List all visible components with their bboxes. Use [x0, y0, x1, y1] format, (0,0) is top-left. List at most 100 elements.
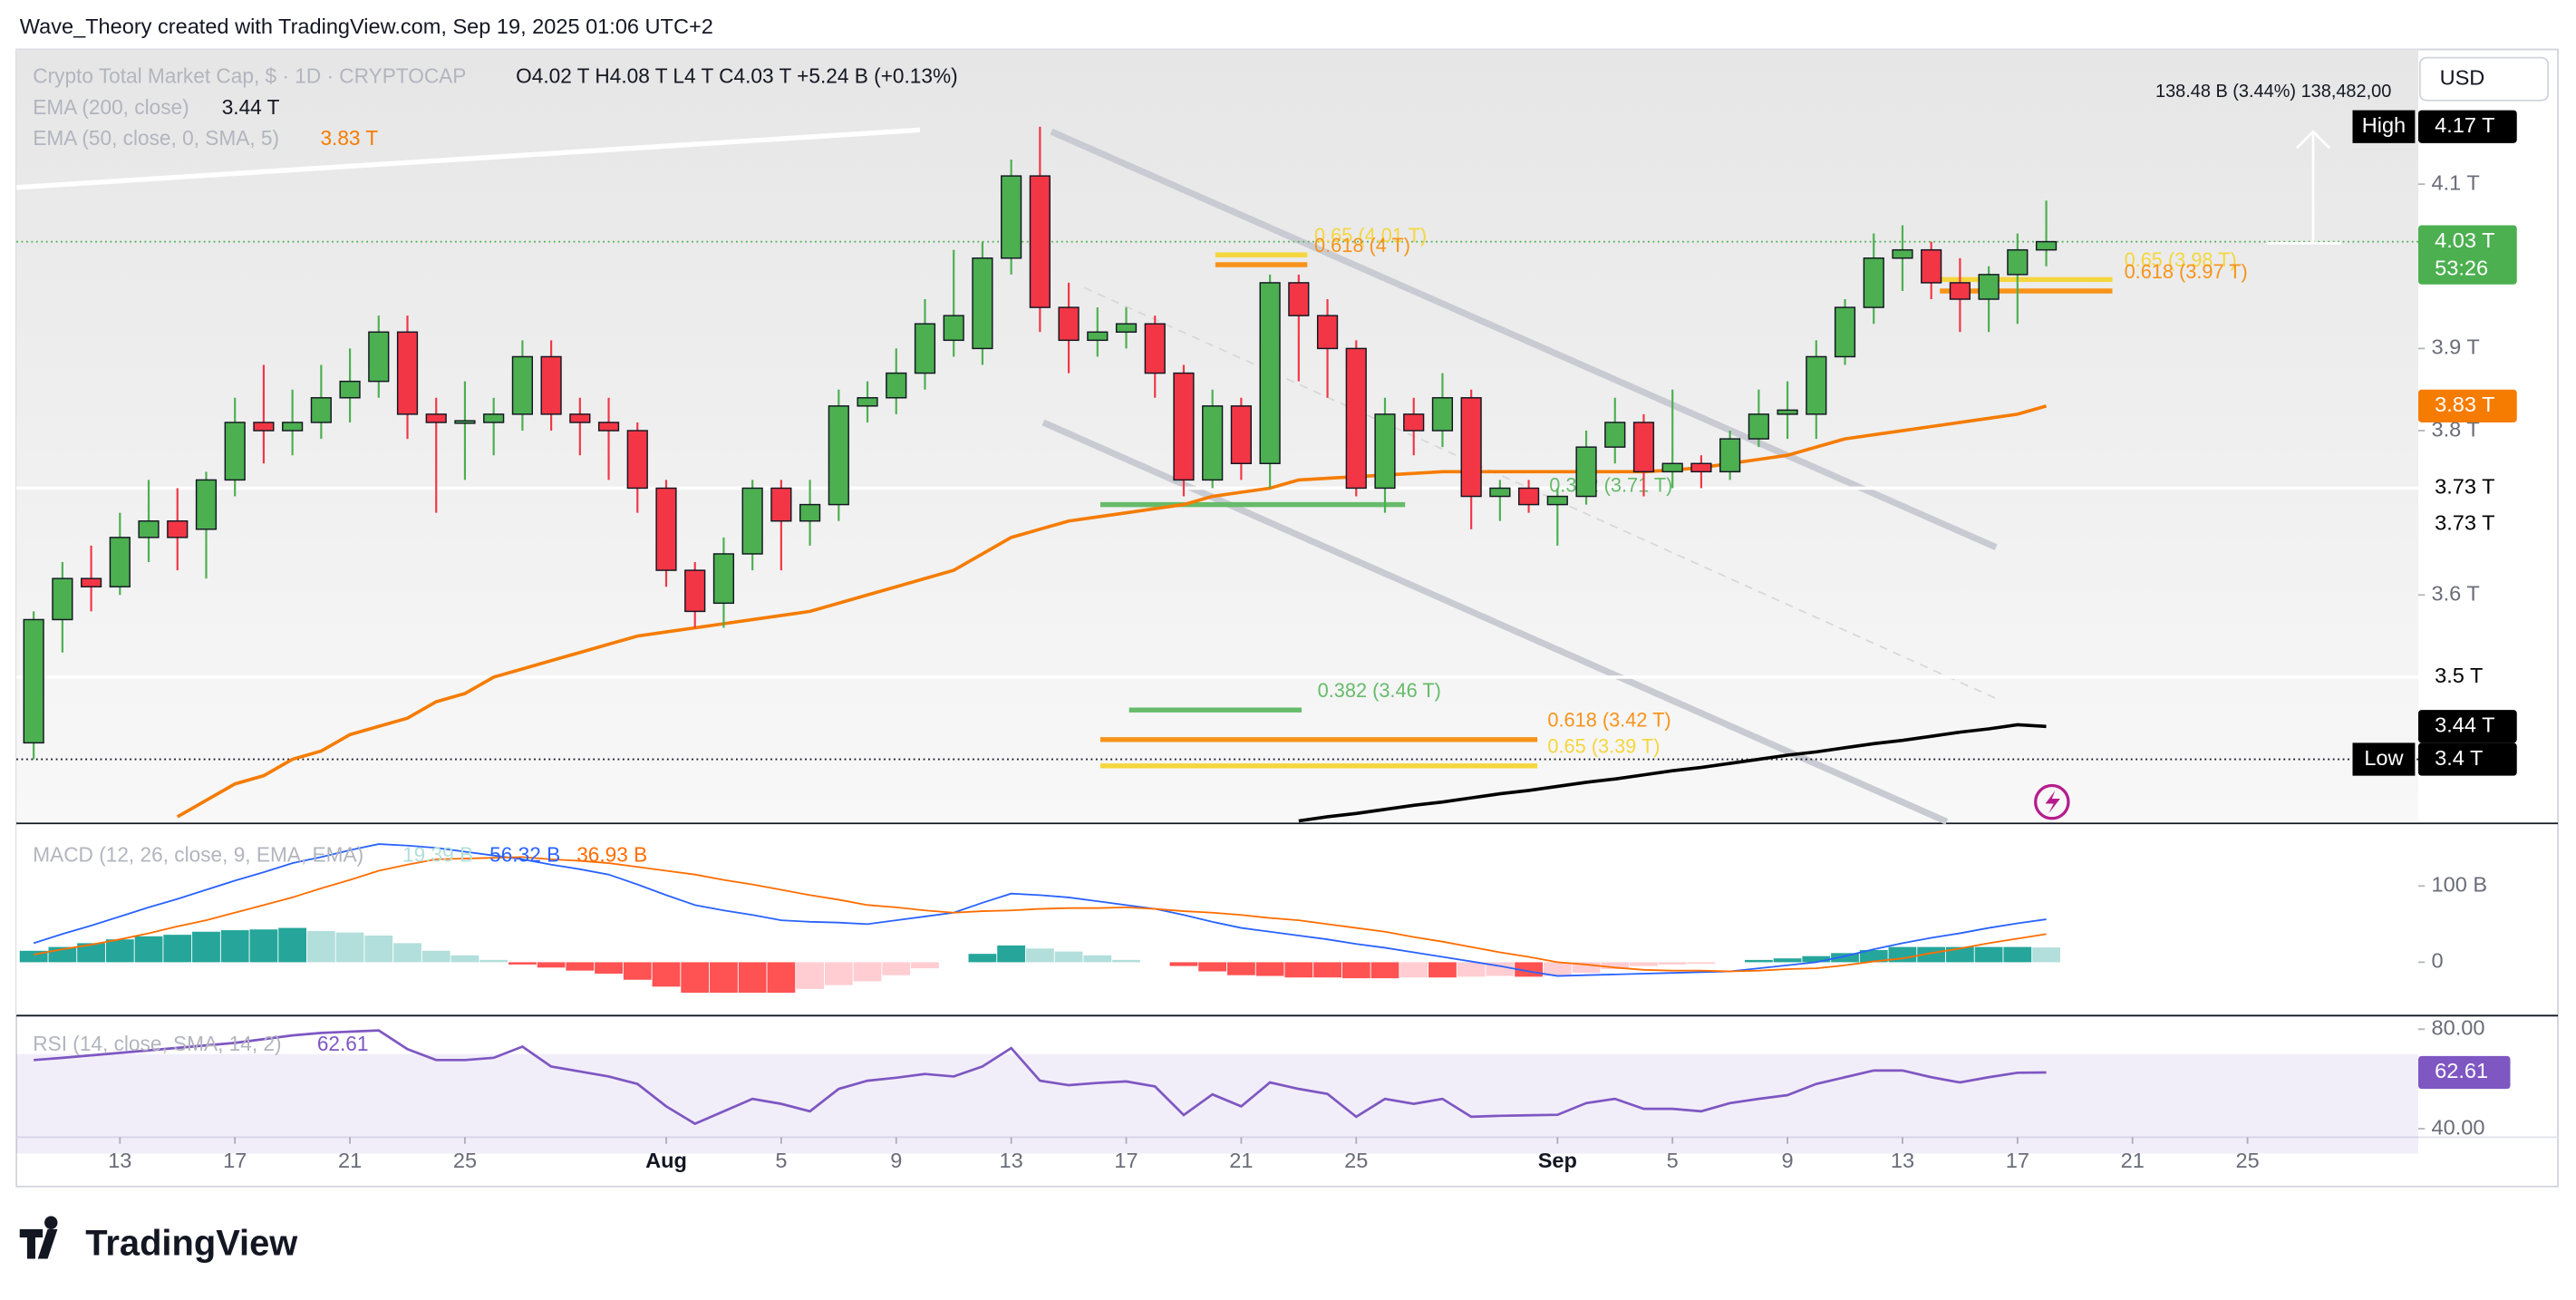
candle-body [339, 380, 361, 399]
x-tick-label: 25 [2235, 1149, 2259, 1172]
ohlc: O4.02 T H4.08 T L4 T C4.03 T +5.24 B (+0… [516, 63, 958, 87]
candle-body [799, 503, 821, 522]
candle-body [626, 430, 648, 490]
macd-hist-bar [595, 962, 623, 975]
candle-body [914, 323, 936, 374]
logo-text: TradingView [85, 1224, 298, 1264]
candle-body [167, 519, 189, 538]
candle-body [310, 397, 332, 423]
macd-hist-bar [1284, 962, 1313, 978]
macd-hist-bar [450, 955, 479, 963]
macd-hist-bar [2032, 947, 2060, 963]
macd-hist-bar [1226, 962, 1255, 975]
candle-body [770, 487, 792, 522]
macd-hist-bar [134, 936, 163, 963]
macd-value: 56.32 B [489, 842, 560, 866]
macd-hist-bar [163, 935, 192, 963]
x-tick-label: 13 [108, 1149, 131, 1172]
candle-body [396, 331, 419, 415]
macd-hist-bar [1112, 959, 1140, 963]
fib-label: 0.618 (3.42 T) [1547, 709, 1671, 732]
macd-hist-bar [1255, 962, 1284, 976]
candle-body [1806, 355, 1827, 415]
macd-signal-value: 36.93 B [576, 842, 647, 866]
candle-body [1144, 323, 1166, 374]
price-tag: Low [2364, 746, 2404, 770]
macd-hist-bar [1773, 958, 1802, 963]
macd-hist-bar [1370, 962, 1399, 979]
currency[interactable]: USD [2440, 65, 2485, 89]
macd-hist-bar [1658, 962, 1687, 965]
x-tick-label: 21 [1229, 1149, 1253, 1172]
macd-hist-bar [1687, 962, 1716, 965]
macd-hist-bar [537, 962, 566, 968]
x-tick-label: 17 [223, 1149, 247, 1172]
macd-hist-bar [1054, 951, 1083, 963]
macd-hist-bar [1341, 962, 1370, 979]
macd-hist-bar [853, 962, 882, 982]
candle-body [1719, 438, 1741, 473]
candle-body [741, 487, 763, 555]
x-tick-label: 13 [1000, 1149, 1023, 1172]
macd-signal-line [33, 856, 2047, 973]
fib-label: 0.65 (3.39 T) [1547, 735, 1660, 758]
currency-button[interactable] [2418, 56, 2550, 102]
macd-hist-bar [1428, 962, 1457, 978]
candle-body [1001, 175, 1022, 259]
measure-label: 138.48 B (3.44%) 138,482,00 [2155, 82, 2391, 102]
price-label: 3.83 T [2435, 393, 2494, 416]
macd-hist-bar [1802, 956, 1831, 963]
macd-hist-bar [1917, 946, 1946, 963]
price-label-box [2418, 742, 2517, 776]
price-label-box [2418, 660, 2517, 694]
candle-body [1173, 372, 1195, 481]
macd-hist-bar [681, 962, 710, 994]
candle-body [1029, 175, 1051, 308]
macd-hist-bar [105, 939, 134, 963]
macd-hist-bar [1169, 962, 1198, 966]
price-label-box [2418, 389, 2517, 422]
candle-body [1748, 413, 1769, 440]
candle-body [80, 577, 102, 587]
ema-line [1298, 723, 2047, 823]
macd-hist-bar [1831, 953, 1859, 963]
price-label: 3.4 T [2435, 746, 2483, 770]
candle-body [684, 569, 706, 613]
price-label: 3.73 T [2435, 511, 2494, 535]
macd-hist-bar [1543, 962, 1572, 976]
x-tick-label: 9 [890, 1149, 902, 1172]
event-icon[interactable] [2034, 783, 2070, 820]
candle-body [1058, 306, 1080, 342]
ema-value: 3.83 T [320, 126, 378, 150]
plot: 13 17 21 25 Aug 5 9 13 17 21 25 Sep 5 9 13 17 21 25 4.1 T 3… [16, 110, 2517, 1172]
x-tick-label: 25 [1344, 1149, 1368, 1172]
fib-label: 0.618 (4 T) [1314, 234, 1410, 257]
macd-pane [16, 825, 2418, 1016]
rsi-axis-label: 62.61 [2435, 1059, 2488, 1082]
y-tick-label: 3.9 T [2432, 335, 2480, 359]
x-tick-label: 5 [1667, 1149, 1679, 1172]
macd-hist-bar [738, 962, 767, 994]
rsi-value-box [2418, 1055, 2511, 1090]
price-label-box [2418, 508, 2517, 541]
candle-body [253, 422, 275, 432]
price-label-box [2418, 471, 2517, 505]
macd-hist-bar [421, 950, 450, 963]
candle-body [1949, 282, 1971, 300]
macd-hist-bar [2003, 946, 2032, 963]
price-label: 4.03 T [2435, 228, 2494, 252]
macd-hist-bar [767, 962, 796, 994]
fib-label: 0.65 (4.01 T) [1314, 224, 1427, 247]
macd-hist-bar [1974, 946, 2003, 963]
price-label: 4.17 T [2435, 113, 2494, 137]
candle-body [1921, 248, 1942, 284]
macd-hist-bar [278, 927, 307, 963]
macd-hist-bar [77, 943, 106, 963]
macd-hist-bar [1198, 962, 1227, 972]
candle-body [1489, 487, 1511, 498]
macd-hist-bar [1399, 962, 1428, 978]
macd-hist-bar [796, 962, 824, 989]
macd-name: MACD (12, 26, close, 9, EMA, EMA) [33, 842, 363, 866]
candle-body [454, 420, 476, 424]
